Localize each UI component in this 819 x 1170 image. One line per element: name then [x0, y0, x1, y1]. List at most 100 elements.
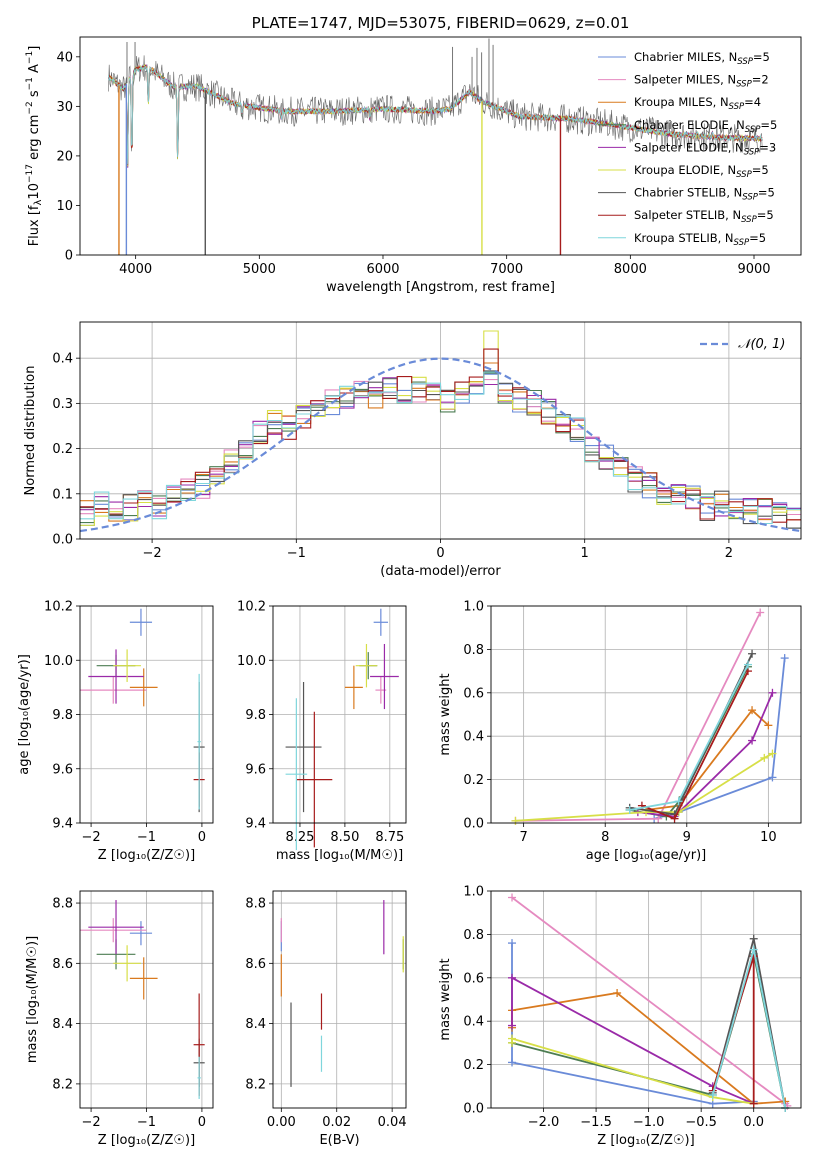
- y-tick-label: 1.0: [463, 885, 484, 900]
- x-tick-label: 0: [198, 830, 206, 845]
- plus-marker: [613, 988, 622, 997]
- plus-marker: [768, 749, 777, 758]
- x-tick-label: 4000: [119, 262, 152, 277]
- plus-marker: [749, 1099, 758, 1108]
- legend-entry: Kroupa ELODIE, NSSP=5: [634, 163, 769, 180]
- errorbar-point: [355, 643, 378, 688]
- histogram-series: [80, 371, 801, 525]
- y-tick-label: 9.6: [245, 762, 266, 777]
- y-tick-label: 8.4: [52, 1017, 73, 1032]
- residual-legend: 𝒩(0, 1): [700, 337, 785, 352]
- errorbar-point: [285, 698, 308, 851]
- weight-series-line: [511, 976, 755, 1105]
- errorbar-point: [373, 608, 389, 636]
- y-tick-label: 8.6: [52, 957, 73, 972]
- x-tick-label: 1: [581, 546, 589, 561]
- plus-marker: [768, 773, 777, 782]
- spectrum-title: PLATE=1747, MJD=53075, FIBERID=0629, z=0…: [252, 14, 630, 32]
- y-tick-label: 0.4: [463, 1015, 484, 1030]
- spectrum-frame: [79, 36, 802, 256]
- y-tick-label: 8.2: [245, 1077, 266, 1092]
- plus-marker: [508, 973, 517, 982]
- y-tick-label: 9.4: [245, 817, 266, 832]
- y-tick-label: 0.2: [463, 1058, 484, 1073]
- y-tick-label: 0.4: [463, 730, 484, 745]
- mass_vs_ebv-x-label: E(B-V): [319, 1133, 359, 1148]
- age_vs_mass-x-label: mass [log₁₀(M/M☉)]: [276, 848, 403, 863]
- x-tick-label: 2: [725, 546, 733, 561]
- plus-marker: [756, 608, 765, 617]
- plus-marker: [670, 814, 679, 823]
- weight-series-line: [637, 692, 774, 818]
- mass_vs_Z-marks: [80, 900, 205, 1099]
- errorbar-point: [88, 649, 144, 704]
- gaussian-curve: [79, 357, 802, 533]
- errorbar-point: [113, 649, 141, 682]
- plus-marker: [625, 805, 634, 814]
- legend-entry: Kroupa MILES, NSSP=4: [634, 95, 761, 112]
- y-tick-label: 10.2: [44, 600, 73, 615]
- errorbar-point: [129, 957, 158, 1000]
- x-tick-label: 7: [519, 830, 527, 845]
- weight_vs_age-y-label: mass weight: [438, 673, 453, 755]
- residuals-axes: −2 −1 0 1 2 0.0 0.1 0.2 0.3 0.4 (data-model)/error…: [23, 321, 802, 579]
- y-tick-label: 0.8: [463, 928, 484, 943]
- errorbar-point: [88, 900, 144, 955]
- x-tick-label: 8.75: [375, 830, 404, 845]
- plus-marker: [749, 945, 758, 954]
- y-tick-label: 0.6: [463, 971, 484, 986]
- spectrum-axes: 4000 5000 6000 7000 8000 9000 0 10 20 30 40 PLATE=1…: [25, 14, 802, 295]
- x-tick-label: −1: [137, 1115, 156, 1130]
- age_vs_Z-axes: −2 −1 0 9.4 9.6 9.8 10.0 10.2 Z [log₁₀(Z/Z☉)] age…: [17, 600, 214, 863]
- errorbar-point: [285, 681, 322, 813]
- age_vs_Z-marks: [80, 608, 205, 813]
- histogram-series: [80, 330, 801, 526]
- plus-marker: [674, 797, 683, 806]
- y-tick-label: 10.0: [44, 654, 73, 669]
- age_vs_mass-axes: 8.25 8.50 8.75 9.4 9.6 9.8 10.0 10.2 mass [log₁₀…: [237, 600, 407, 863]
- spectrum-y-label: Flux [fλ10−17 erg cm−2 s−1 A−1]: [25, 46, 44, 247]
- y-tick-label: 0.4: [52, 352, 73, 367]
- residuals-x-label: (data-model)/error: [380, 564, 501, 579]
- weight_vs_age-x-label: age [log₁₀(age/yr)]: [586, 848, 707, 863]
- plus-marker: [743, 660, 752, 669]
- y-tick-label: 30: [56, 100, 73, 115]
- x-tick-label: 8.25: [285, 830, 314, 845]
- x-tick-label: −2: [81, 830, 100, 845]
- x-tick-label: 8000: [614, 262, 647, 277]
- x-tick-label: 10: [760, 830, 777, 845]
- y-tick-label: 0.6: [463, 686, 484, 701]
- weight_vs_age-marks: [511, 608, 789, 825]
- y-tick-label: 0.0: [52, 533, 73, 548]
- plus-marker: [760, 753, 769, 762]
- x-tick-label: −1: [287, 546, 306, 561]
- weight_vs_Z-marks: [508, 893, 792, 1112]
- plus-marker: [508, 1034, 517, 1043]
- spectrum-x-label: wavelength [Angstrom, rest frame]: [326, 280, 555, 295]
- x-tick-label: −2: [81, 1115, 100, 1130]
- x-tick-label: 0.0: [743, 1115, 764, 1130]
- y-tick-label: 0.1: [52, 487, 73, 502]
- errorbar-point: [80, 918, 147, 943]
- weight_vs_age-axes: 7 8 9 10 0.0 0.2 0.4 0.6 0.8 1.0 age [log₁₀(age/yr…: [438, 600, 802, 863]
- mass_vs_Z-x-label: Z [log₁₀(Z/Z☉)]: [98, 1133, 195, 1148]
- x-tick-label: 8.50: [330, 830, 359, 845]
- y-tick-label: 1.0: [463, 600, 484, 615]
- weight_vs_Z-frame: [490, 890, 802, 1109]
- x-tick-label: 0.02: [322, 1115, 351, 1130]
- y-tick-label: 9.4: [52, 817, 73, 832]
- mass_vs_ebv-marks: [280, 900, 404, 1087]
- legend-entry: Chabrier STELIB, NSSP=5: [634, 186, 775, 203]
- plus-marker: [708, 1090, 717, 1099]
- plus-marker: [748, 649, 757, 658]
- x-tick-label: 0: [436, 546, 444, 561]
- plus-marker: [749, 934, 758, 943]
- errorbar-point: [113, 945, 141, 982]
- legend-entry: Salpeter ELODIE, NSSP=3: [634, 140, 776, 157]
- mass_vs_ebv-frame: [272, 890, 407, 1109]
- plus-marker: [764, 721, 773, 730]
- model-line: [107, 65, 763, 165]
- y-tick-label: 0.8: [463, 643, 484, 658]
- x-tick-label: 9: [683, 830, 691, 845]
- x-tick-label: −2: [143, 546, 162, 561]
